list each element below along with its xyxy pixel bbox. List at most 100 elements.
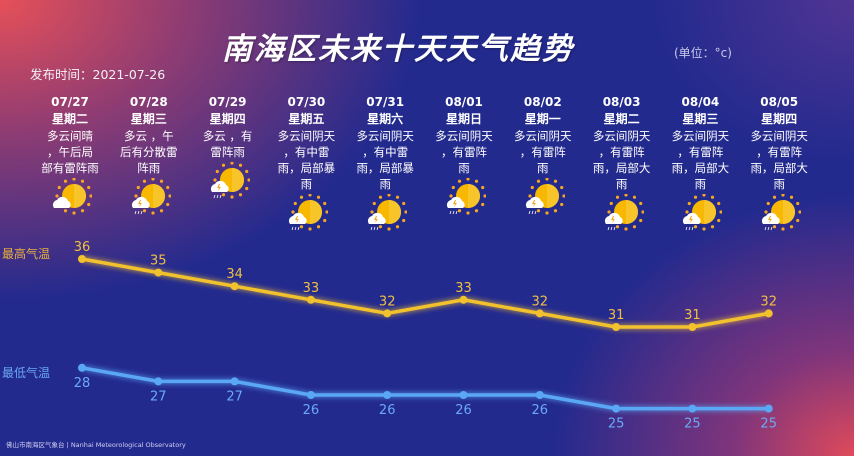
high-temp-point: [612, 323, 621, 331]
day-description: 多云间阴天: [514, 129, 572, 143]
day-date: 08/02: [523, 95, 562, 109]
low-temp-point: [78, 363, 86, 372]
high-temp-value: 31: [684, 308, 701, 323]
day-description: 多云间晴: [47, 129, 93, 143]
high-temp-value: 33: [455, 281, 472, 296]
high-temp-point: [154, 268, 163, 277]
day-date: 07/30: [287, 95, 326, 109]
day-description: ，有雷阵: [756, 145, 803, 159]
day-description: 多云间阴天: [750, 129, 808, 143]
high-temp-line: [81, 257, 770, 329]
day-description: 雨: [537, 161, 549, 175]
day-weekday: 星期六: [367, 112, 404, 126]
high-temp-value: 32: [760, 294, 777, 309]
forecast-day: 08/03 星期二 多云间阴天 ，有雷阵 雨，局部大雨: [583, 94, 661, 234]
day-description: 雨: [694, 177, 707, 191]
forecast-day: 08/05 星期四多云间阴天 ，有雷阵雨，局部大雨: [740, 94, 818, 234]
forecast-day: 07/30 星期五 多云间阴天 ，有中雷 雨，局部暴雨: [267, 94, 345, 234]
day-description: ，有雷阵: [677, 145, 724, 159]
forecast-day: 07/29 星期四 多云 ，有 雷阵雨: [189, 94, 267, 202]
high-temp-point: [230, 282, 239, 291]
low-temp-value: 25: [608, 417, 625, 432]
high-temp-point: [535, 309, 544, 318]
high-temp-value: 32: [532, 294, 549, 309]
high-temp-point: [764, 309, 773, 318]
day-description: 雨: [458, 161, 470, 175]
low-temp-point: [306, 391, 315, 399]
high-temp-value: 34: [226, 267, 243, 282]
day-description: ，有雷阵: [519, 145, 566, 159]
high-temp-point: [78, 255, 86, 263]
high-temp-label: 最高气温: [2, 247, 51, 261]
day-description: ，有中雷: [362, 145, 409, 159]
day-date: 08/05: [760, 95, 799, 109]
low-temp-value: 27: [226, 389, 243, 404]
low-temp-point: [383, 391, 392, 399]
low-temp-label: 最低气温: [2, 366, 51, 380]
thunder-shower-icon: [210, 162, 250, 199]
day-date: 07/28: [129, 95, 168, 109]
low-temp-value: 25: [760, 417, 777, 432]
day-date: 08/04: [681, 95, 720, 109]
day-weekday: 星期四: [761, 112, 798, 126]
day-description: 雨: [379, 177, 391, 191]
forecast-day: 08/02 星期一多云间阴天 ，有雷阵雨: [504, 94, 582, 218]
high-temp-point: [688, 323, 697, 331]
forecast-day: 08/04 星期三 多云间阴天 ，有雷阵 雨，局部大雨: [661, 94, 739, 234]
partly-cloudy-icon: [52, 178, 92, 215]
thunder-shower-icon: [131, 178, 171, 215]
low-temp-point: [688, 404, 697, 413]
day-description: 雨，局部暴: [277, 161, 336, 175]
day-description: 多云间阴天: [435, 129, 493, 143]
low-temp-point: [535, 391, 544, 399]
day-description: 雨，局部大: [671, 161, 730, 175]
day-weekday: 星期日: [445, 112, 482, 126]
high-temp-point: [306, 295, 315, 304]
thunder-shower-icon: [289, 194, 329, 231]
day-weekday: 星期三: [682, 112, 719, 126]
high-temp-value: 32: [379, 294, 396, 309]
low-temp-value: 25: [684, 417, 701, 432]
day-description: 多云间阴天: [277, 129, 336, 143]
day-description: 后有分散雷: [120, 145, 178, 159]
day-description: ，有雷阵: [598, 145, 645, 159]
day-description: 雨: [773, 177, 785, 191]
forecast-day: 07/28 星期三 多云 ，午 后有分散雷 阵雨: [110, 94, 188, 218]
thunder-shower-icon: [683, 194, 723, 231]
day-description: 多云间阴天: [592, 129, 651, 143]
low-temp-point: [230, 377, 239, 386]
day-weekday: 星期四: [209, 112, 246, 126]
unit-label: (单位：°c): [674, 46, 732, 60]
day-date: 07/29: [208, 95, 247, 109]
day-weekday: 星期二: [51, 112, 88, 126]
low-temp-point: [154, 377, 163, 386]
day-description: ，有中雷: [283, 145, 330, 159]
day-weekday: 星期五: [288, 112, 325, 126]
low-temp-point: [459, 391, 468, 399]
day-date: 07/27: [51, 95, 89, 109]
low-temp-value: 26: [303, 403, 320, 418]
day-description: 雨，局部大: [592, 161, 651, 175]
low-temp-point: [764, 404, 773, 413]
footer-credit: 佛山市南海区气象台 | Nanhai Meteorological Observ…: [6, 441, 186, 449]
low-temp-value: 27: [150, 389, 167, 404]
day-description: 部有雷阵雨: [41, 161, 99, 175]
day-description: 雨: [615, 177, 628, 191]
page-title: 南海区未来十天天气趋势: [222, 32, 574, 67]
thunder-shower-icon: [446, 178, 486, 215]
day-date: 08/01: [445, 95, 483, 109]
high-temp-value: 33: [303, 281, 320, 296]
high-temp-point: [459, 295, 468, 304]
day-weekday: 星期一: [524, 112, 561, 126]
low-temp-line: [81, 366, 769, 411]
day-description: 雨，局部大: [750, 161, 808, 175]
day-description: 多云间阴天: [356, 129, 414, 143]
low-temp-point: [612, 404, 621, 413]
day-description: ，午后局: [47, 145, 93, 159]
thunder-shower-icon: [762, 194, 802, 231]
thunder-shower-icon: [604, 194, 644, 231]
high-temp-point: [383, 309, 392, 318]
low-temp-value: 26: [379, 403, 396, 418]
low-temp-value: 28: [74, 376, 91, 391]
